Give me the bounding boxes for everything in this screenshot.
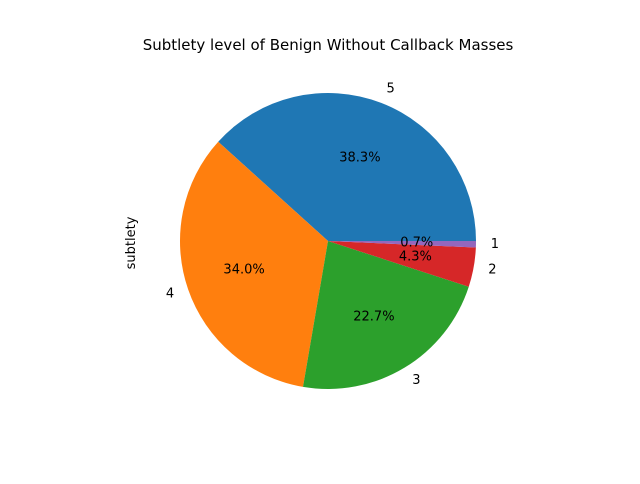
pie-slices	[179, 92, 476, 390]
pie-slice-3	[303, 241, 469, 390]
slice-label-2: 2	[488, 263, 496, 278]
slice-percent-3: 22.7%	[353, 310, 394, 325]
slice-label-4: 4	[166, 287, 174, 302]
pie-labels: 5 38.3% 4 34.0% 3 22.7% 2 4.3% 1 0.7%	[166, 82, 499, 388]
slice-label-5: 5	[387, 82, 395, 97]
y-axis-label: subtlety	[124, 216, 139, 269]
pie-slice-5	[218, 92, 476, 241]
slice-percent-5: 38.3%	[339, 151, 380, 166]
chart-title: Subtlety level of Benign Without Callbac…	[143, 36, 514, 54]
slice-percent-2: 4.3%	[399, 249, 432, 264]
slice-label-1: 1	[491, 237, 499, 252]
slice-label-3: 3	[412, 373, 420, 388]
slice-percent-1: 0.7%	[400, 235, 433, 250]
pie-slice-4	[179, 141, 328, 387]
slice-percent-4: 34.0%	[223, 263, 264, 278]
pie-slice-2	[328, 241, 476, 287]
pie-slice-1	[328, 241, 476, 248]
